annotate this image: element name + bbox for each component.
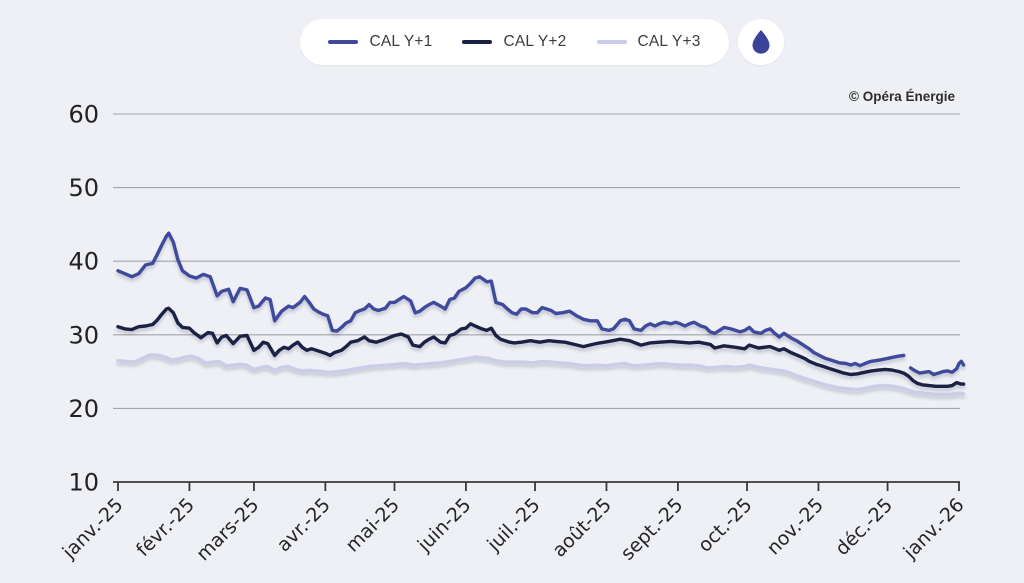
svg-text:nov.-25: nov.-25 <box>763 494 828 559</box>
svg-text:juil.-25: juil.-25 <box>482 494 544 556</box>
svg-text:10: 10 <box>68 469 99 497</box>
legend-label: CAL Y+2 <box>503 33 567 50</box>
svg-text:oct.-25: oct.-25 <box>694 494 757 557</box>
gas-flame-shape <box>752 29 770 54</box>
svg-text:déc.-25: déc.-25 <box>831 494 897 560</box>
svg-text:janv.-26: janv.-26 <box>899 494 969 564</box>
legend-item-cal-y2[interactable]: CAL Y+2 <box>462 33 566 51</box>
svg-text:févr.-25: févr.-25 <box>132 494 199 561</box>
svg-text:40: 40 <box>68 248 99 276</box>
svg-text:50: 50 <box>68 174 99 202</box>
legend: CAL Y+1 CAL Y+2 CAL Y+3 <box>30 19 1024 65</box>
svg-text:mai-25: mai-25 <box>341 494 404 557</box>
svg-text:sept.-25: sept.-25 <box>617 494 688 565</box>
svg-text:janv.-25: janv.-25 <box>58 494 128 564</box>
legend-item-cal-y1[interactable]: CAL Y+1 <box>328 33 432 51</box>
svg-text:juin-25: juin-25 <box>413 494 476 557</box>
svg-text:mars-25: mars-25 <box>192 494 263 565</box>
svg-text:60: 60 <box>68 101 99 129</box>
series-cal-y-2 <box>116 306 966 388</box>
legend-item-cal-y3[interactable]: CAL Y+3 <box>596 33 701 51</box>
watermark: © Opéra Énergie <box>849 89 955 104</box>
svg-text:août-25: août-25 <box>548 494 616 562</box>
svg-text:avr.-25: avr.-25 <box>273 494 335 556</box>
legend-label: CAL Y+1 <box>369 33 433 50</box>
legend-pill: CAL Y+1 CAL Y+2 CAL Y+3 <box>300 19 729 65</box>
series-cal-y-1 <box>116 231 966 377</box>
legend-swatch <box>462 40 493 44</box>
gas-flame-icon <box>752 29 770 54</box>
legend-swatch <box>328 40 359 44</box>
legend-label: CAL Y+3 <box>637 33 701 50</box>
svg-text:20: 20 <box>68 395 99 423</box>
legend-swatch <box>596 40 627 44</box>
energy-type-badge <box>737 19 784 65</box>
svg-text:30: 30 <box>68 321 99 349</box>
series-cal-y-3 <box>116 353 966 396</box>
